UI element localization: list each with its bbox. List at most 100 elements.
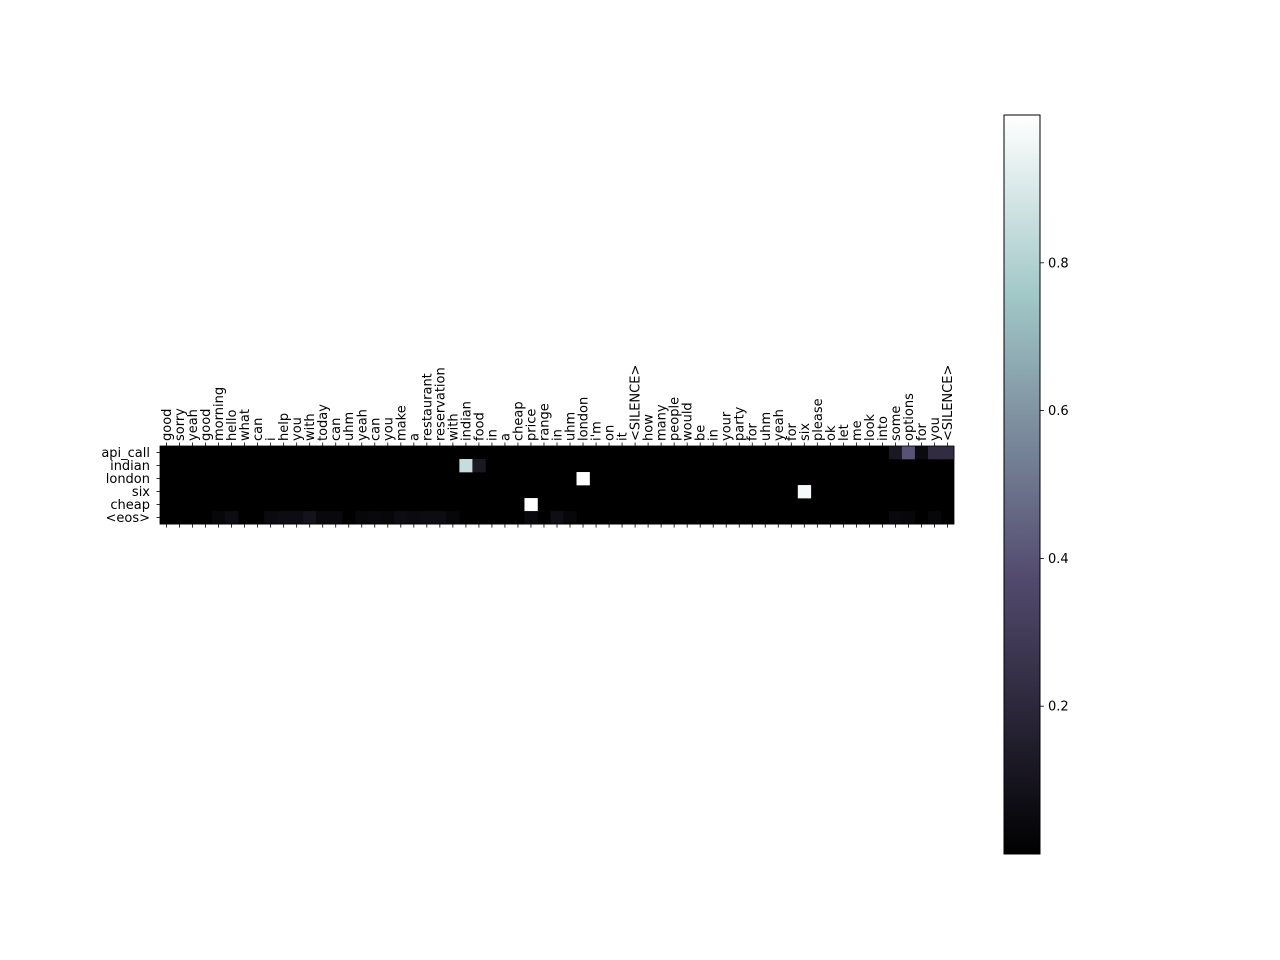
heatmap-cell: [316, 511, 330, 525]
heatmap-cell: [264, 511, 278, 525]
x-tick-label: reservation: [433, 367, 448, 441]
x-tick-label: today: [316, 404, 331, 441]
heatmap-cell: [563, 511, 577, 525]
x-tick-label: party: [733, 406, 748, 441]
heatmap-cell: [901, 511, 916, 525]
heatmap-cell: [303, 511, 317, 525]
x-tick-label: for: [915, 422, 930, 441]
x-tick-label: your: [720, 411, 735, 441]
heatmap-cell: [225, 511, 239, 525]
heatmap-cell: [212, 511, 226, 525]
x-tick-label: it: [616, 432, 631, 441]
heatmap-cell: [433, 511, 447, 525]
heatmap-cell: [576, 472, 590, 486]
x-tick-label: you: [381, 417, 396, 441]
x-tick-label: <SILENCE>: [941, 365, 956, 441]
y-tick-label: six: [132, 485, 150, 500]
x-tick-label: good: [160, 409, 175, 441]
x-tick-label: you: [928, 417, 943, 441]
x-tick-label: can: [251, 418, 266, 441]
y-tick-label: <eos>: [105, 511, 150, 526]
x-tick-label: morning: [212, 387, 227, 441]
colorbar: 0.2 0.4 0.6 0.8: [1003, 114, 1069, 855]
x-tick-label: food: [472, 412, 487, 441]
heatmap-cell: [914, 446, 929, 460]
colorbar-frame: [1003, 114, 1041, 855]
x-tick-label: uhm: [564, 412, 579, 441]
heatmap-cell: [888, 446, 903, 460]
x-tick-label: options: [902, 393, 917, 441]
colorbar-gradient: [1004, 115, 1040, 854]
x-tick-label: in: [551, 429, 566, 441]
heatmap-cell: [927, 446, 942, 460]
x-tick-label: with: [446, 413, 461, 441]
x-tick-label: yeah: [355, 409, 370, 441]
heatmap-cell: [355, 511, 369, 525]
x-tick-label: help: [277, 413, 292, 441]
x-tick-label: can: [329, 418, 344, 441]
heatmap-cell: [459, 459, 473, 473]
x-axis-ticks: goodsorryyeahgoodmorninghellowhatcanihel…: [160, 365, 956, 528]
x-tick-label: can: [368, 418, 383, 441]
y-tick-label: api_call: [101, 446, 150, 461]
x-tick-label: restaurant: [420, 373, 435, 441]
x-tick-label: into: [876, 416, 891, 441]
heatmap-cell: [797, 485, 812, 499]
heatmap-cell: [446, 511, 460, 525]
x-tick-label: price: [524, 409, 539, 441]
x-tick-label: on: [603, 425, 618, 441]
heatmap-cell: [381, 511, 395, 525]
x-tick-label: cheap: [511, 401, 526, 441]
x-tick-label: yeah: [772, 409, 787, 441]
x-tick-label: i'm: [590, 421, 605, 441]
x-tick-label: in: [485, 429, 500, 441]
x-tick-label: uhm: [342, 412, 357, 441]
x-tick-label: please: [811, 398, 826, 441]
colorbar-tick-label: 0.4: [1048, 552, 1069, 567]
colorbar-tick-label: 0.8: [1048, 256, 1069, 271]
heatmap-cell: [901, 446, 916, 460]
x-tick-label: for: [785, 422, 800, 441]
x-tick-label: look: [863, 413, 878, 441]
x-tick-label: sorry: [173, 408, 188, 441]
heatmap-cell: [888, 511, 903, 525]
x-tick-label: would: [681, 402, 696, 441]
heatmap-cell: [329, 511, 343, 525]
x-tick-label: <SILENCE>: [629, 365, 644, 441]
x-tick-label: uhm: [759, 412, 774, 441]
heatmap-cell: [927, 511, 942, 525]
heatmap-cell: [524, 498, 538, 512]
x-tick-label: yeah: [186, 409, 201, 441]
x-tick-label: i: [264, 437, 279, 441]
heatmap-cell: [420, 511, 434, 525]
y-tick-label: cheap: [110, 498, 150, 513]
x-tick-label: be: [694, 425, 709, 441]
colorbar-tick-label: 0.6: [1048, 404, 1069, 419]
x-tick-label: you: [290, 417, 305, 441]
x-tick-label: make: [394, 405, 409, 441]
x-tick-label: many: [655, 404, 670, 441]
x-tick-label: indian: [459, 401, 474, 441]
heatmap-cell: [277, 511, 291, 525]
y-tick-label: indian: [110, 459, 150, 474]
x-tick-label: range: [537, 403, 552, 441]
x-tick-label: some: [889, 406, 904, 441]
heatmap-cell: [472, 459, 486, 473]
y-tick-label: london: [106, 472, 150, 487]
x-tick-label: ok: [824, 425, 839, 441]
heatmap-plot: [159, 445, 955, 525]
x-tick-label: me: [850, 420, 865, 441]
heatmap-cell: [407, 511, 421, 525]
x-tick-label: with: [303, 413, 318, 441]
x-tick-label: let: [837, 424, 852, 441]
x-tick-label: six: [798, 423, 813, 441]
heatmap-cell: [940, 446, 955, 460]
x-tick-label: a: [498, 433, 513, 441]
heatmap-cell: [368, 511, 382, 525]
x-tick-label: hello: [225, 410, 240, 441]
heatmap-cell: [290, 511, 304, 525]
x-tick-label: people: [668, 397, 683, 441]
colorbar-tick-label: 0.2: [1048, 700, 1069, 715]
x-tick-label: what: [238, 409, 253, 441]
